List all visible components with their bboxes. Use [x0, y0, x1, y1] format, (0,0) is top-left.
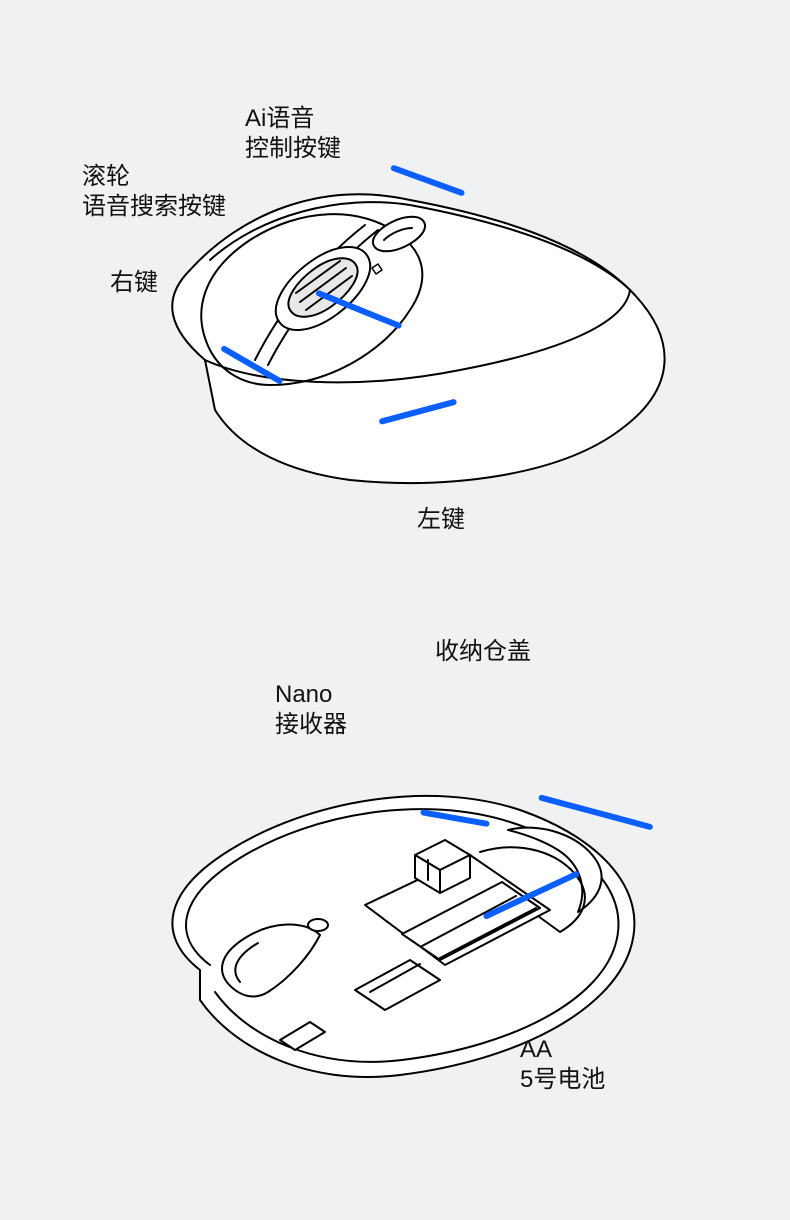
diagram-stage: Ai语音 控制按键 滚轮 语音搜索按键 右键 左键 收纳仓盖 Nano 接收器 …: [0, 0, 790, 1220]
label-nano: Nano 接收器: [275, 680, 347, 740]
label-cover: 收纳仓盖: [435, 637, 531, 667]
label-scroll: 滚轮 语音搜索按键: [82, 162, 226, 222]
mouse-top-drawing: [150, 160, 690, 500]
label-left-btn: 左键: [417, 505, 465, 535]
label-battery: AA 5号电池: [520, 1035, 605, 1095]
label-ai-voice: Ai语音 控制按键: [245, 104, 341, 164]
label-right-btn: 右键: [110, 268, 158, 298]
